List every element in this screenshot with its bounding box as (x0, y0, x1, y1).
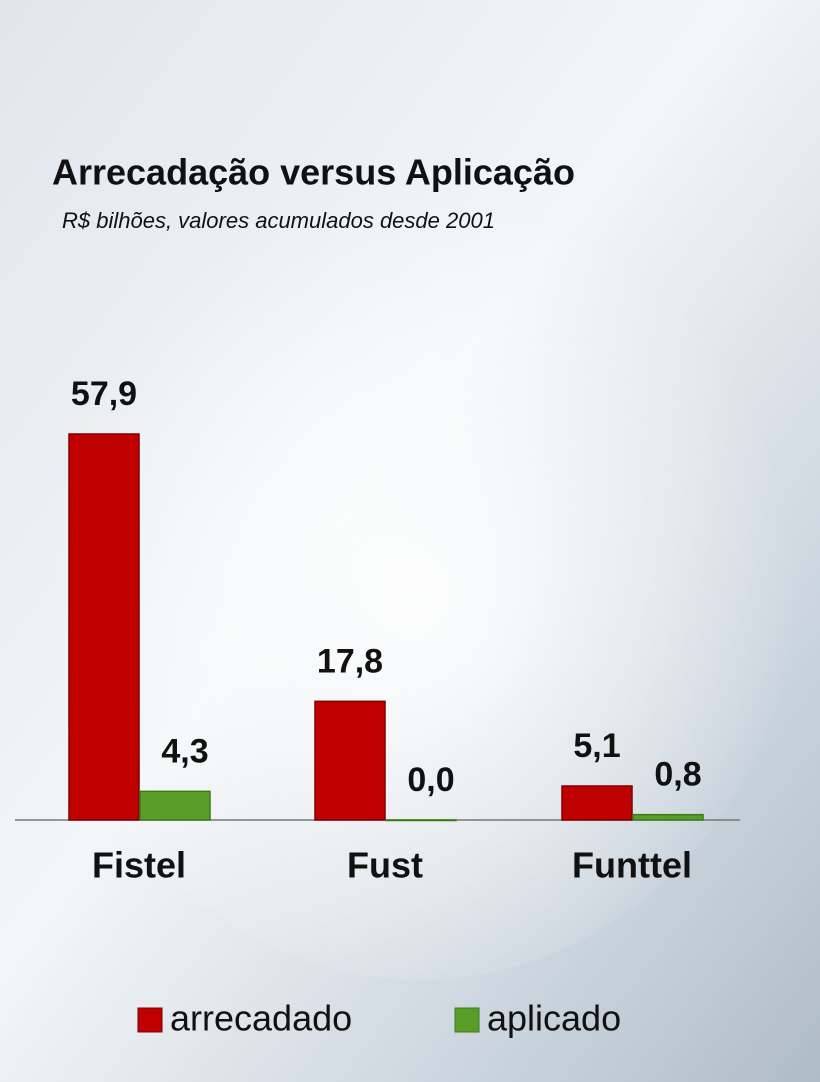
x-tick-label: Fistel (92, 845, 186, 886)
legend-swatch (137, 1007, 163, 1033)
data-label: 17,8 (317, 642, 383, 680)
background-glow (40, 140, 800, 980)
x-tick-label: Fust (347, 845, 423, 886)
data-label: 4,3 (161, 732, 208, 770)
bar (68, 433, 140, 821)
legend-swatch (454, 1007, 480, 1033)
x-tick-label: Funttel (572, 845, 692, 886)
chart-subtitle: R$ bilhões, valores acumulados desde 200… (62, 208, 495, 233)
bar (314, 700, 386, 821)
legend-label: arrecadado (170, 998, 352, 1039)
data-label: 5,1 (573, 727, 620, 765)
legend-label: aplicado (487, 998, 621, 1039)
data-label: 57,9 (71, 375, 137, 413)
data-label: 0,8 (654, 756, 701, 794)
bar (385, 819, 457, 822)
chart-title: Arrecadação versus Aplicação (52, 152, 575, 193)
bar (632, 813, 704, 821)
bar (561, 785, 633, 821)
data-label: 0,0 (407, 761, 454, 799)
bar (139, 790, 211, 821)
